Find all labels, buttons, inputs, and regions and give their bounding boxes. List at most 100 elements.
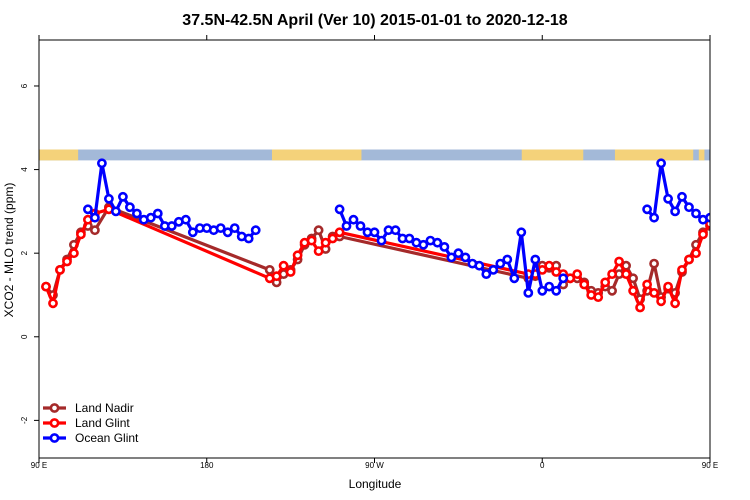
data-point [670,206,680,217]
data-point [243,233,254,244]
data-point [124,202,135,213]
data-point [285,267,296,277]
y-tick-label: 0 [20,334,29,339]
x-tick-label: 180 [200,461,214,470]
data-point [215,223,226,233]
data-point [698,229,708,240]
legend-marker [49,433,60,443]
y-axis-label: XCO2 - MLO trend (ppm) [2,183,16,318]
data-point [516,227,527,238]
data-point [642,204,652,215]
legend-label: Land Glint [75,416,130,430]
data-point [474,260,485,271]
data-point [488,264,499,275]
legend-item-ocean-glint: Ocean Glint [43,431,139,445]
series-land-glint [41,204,710,313]
x-tick-label: 0 [540,461,545,470]
data-point [614,256,624,267]
data-point [334,227,345,238]
data-point [600,277,611,288]
data-point [180,214,191,225]
data-point [530,254,541,265]
data-point [642,279,652,290]
data-point [537,285,548,296]
data-point [481,269,492,279]
data-point [341,221,352,231]
data-point [320,237,331,248]
data-point [663,281,673,292]
data-point [55,264,65,275]
data-point [439,241,450,252]
data-point [166,221,177,231]
y-tick-label: 2 [20,250,29,255]
land-band [39,149,79,161]
series-line [645,161,710,222]
data-point [720,222,727,229]
data-point [327,233,338,244]
data-point [187,227,198,238]
land-band [271,149,362,161]
data-point [83,204,93,215]
data-point [313,225,324,236]
data-point [348,214,359,225]
data-point [111,206,121,217]
data-point [677,191,687,202]
legend-label: Ocean Glint [75,431,139,445]
data-point [355,221,366,231]
data-point [90,212,100,223]
land-band [521,149,584,161]
data-point [558,273,569,284]
x-tick-label: 90 W [365,461,384,470]
data-point [69,248,79,259]
land-band [614,149,694,161]
data-point [48,298,58,309]
data-point [145,212,156,223]
data-point [579,279,590,290]
land-band [698,149,705,161]
data-point [607,285,617,296]
land-ocean-strip [39,149,710,161]
data-point [97,158,107,169]
data-point [376,235,387,246]
data-point [502,254,513,265]
data-point [656,296,666,307]
legend-item-land-nadir: Land Nadir [43,401,134,415]
data-point [41,281,51,292]
plot-frame [38,39,711,459]
data-point [544,260,555,271]
data-point [446,252,457,263]
data-point [76,229,86,240]
data-point [663,193,673,204]
y-tick-label: -2 [20,416,29,424]
data-point [713,210,720,217]
data-point [131,208,142,219]
data-point [572,269,583,279]
data-point [152,208,163,219]
data-point [495,258,506,269]
data-point [90,225,100,236]
data-point [432,237,443,248]
data-point [313,246,324,256]
chart-title: 37.5N-42.5N April (Ver 10) 2015-01-01 to… [182,12,568,29]
data-point [264,264,275,275]
data-point [551,285,562,296]
x-axis-label: Longitude [349,477,402,491]
data-point [684,254,694,265]
data-point [628,285,638,296]
data-point [104,193,114,204]
data-point [250,225,261,236]
data-point [649,258,659,269]
data-point [390,225,401,236]
data-point [418,239,429,250]
data-point [635,302,645,313]
data-point [649,287,659,298]
data-point [278,260,289,271]
data-point [334,204,345,215]
data-point [649,212,659,223]
data-point [404,233,415,244]
data-point [523,287,534,298]
y-tick-label: 6 [20,83,29,88]
data-point [656,158,666,169]
